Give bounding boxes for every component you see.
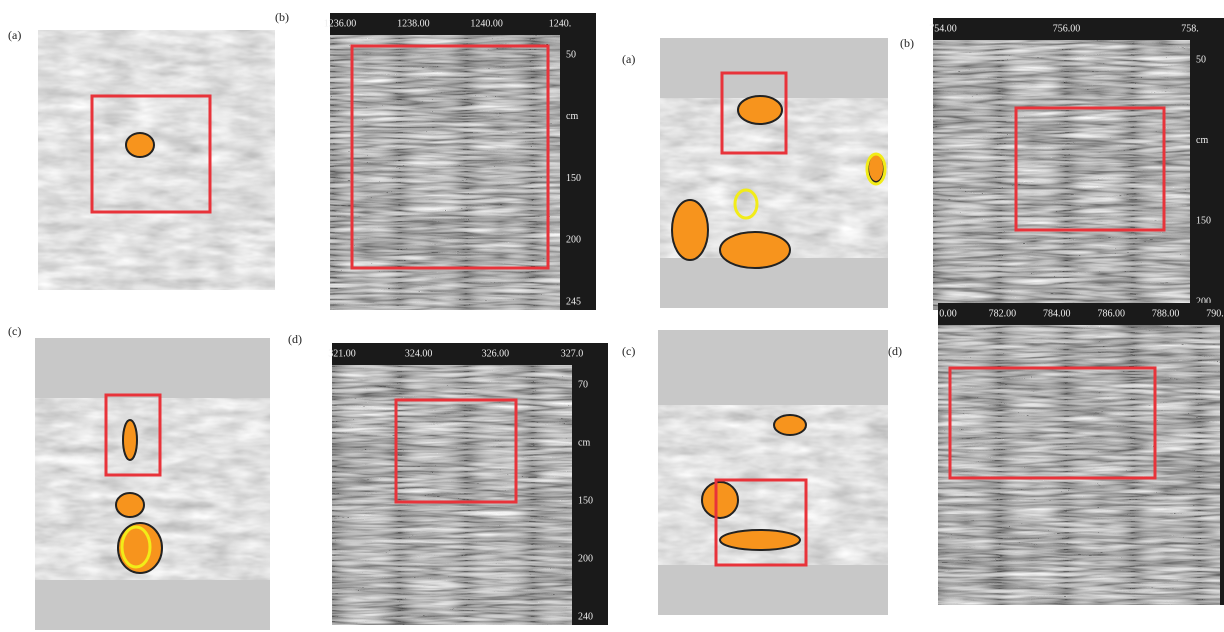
anomaly [126, 133, 154, 157]
side-tick-label: 50 [1196, 54, 1206, 65]
anomaly [720, 232, 790, 268]
panel: (c) [622, 330, 888, 615]
top-tick-label: 782.00 [989, 308, 1017, 319]
panel-label: (a) [8, 28, 21, 42]
top-tick-label: 756.00 [1053, 23, 1081, 34]
top-tick-label: 324.00 [405, 348, 433, 359]
top-tick-label: 1240. [549, 18, 572, 29]
side-tick-label: 200 [578, 553, 593, 564]
side-tick-label: 70 [578, 379, 588, 390]
side-tick-label: cm [566, 111, 578, 122]
radargram [933, 40, 1190, 310]
panel: (b) 1236.00 1238.00 1240.00 1240. 50 cm 150 200 2… [275, 10, 596, 310]
panel: (c) [8, 324, 270, 630]
top-tick-label: 327.0 [561, 348, 584, 359]
top-tick-label: 784.00 [1043, 308, 1071, 319]
side-tick-label: 150 [1196, 216, 1211, 227]
radargram [332, 365, 572, 625]
panel-label: (a) [622, 52, 635, 66]
anomaly [774, 415, 806, 435]
anomaly [702, 482, 738, 518]
anomaly [738, 96, 782, 124]
top-tick-label: 1236.00 [324, 18, 357, 29]
top-tick-label: 1238.00 [397, 18, 430, 29]
side-tick-label: 50 [566, 49, 576, 60]
anomaly [116, 493, 144, 517]
top-tick-label: 0.00 [939, 308, 957, 319]
panel: (d) 321.00 324.00 326.00 327.0 70 cm 150 200 240 [288, 332, 608, 625]
panel-label: (b) [900, 36, 914, 50]
side-tick-label: cm [1196, 135, 1208, 146]
top-tick-label: 758. [1181, 23, 1199, 34]
top-tick-label: 326.00 [482, 348, 510, 359]
panel: (a) [8, 28, 275, 290]
top-tick-label: 1240.00 [470, 18, 503, 29]
panel-label: (d) [288, 332, 302, 346]
figure: (a) (b) 1236.00 1238.00 1240.00 1240. 50 cm 150 2… [0, 0, 1224, 632]
panel-label: (d) [888, 344, 902, 358]
side-tick-label: cm [578, 437, 590, 448]
side-tick-label: 200 [566, 235, 581, 246]
top-tick-label: 754.00 [929, 23, 957, 34]
top-tick-label: 786.00 [1097, 308, 1125, 319]
anomaly [672, 200, 708, 260]
panel: (a) [622, 38, 888, 308]
panel-label: (b) [275, 10, 289, 24]
anomaly [720, 530, 800, 550]
side-tick-label: 150 [578, 495, 593, 506]
panel-label: (c) [622, 344, 635, 358]
side-tick-label: 245 [566, 296, 581, 307]
panel-label: (c) [8, 324, 21, 338]
side-tick-label: 150 [566, 173, 581, 184]
anomaly [123, 420, 137, 460]
top-tick-label: 321.00 [328, 348, 356, 359]
panel: (d)0.00782.00784.00786.00788.00790.00501… [888, 303, 1224, 605]
side-tick-label: 240 [578, 611, 593, 622]
scan-image [38, 30, 275, 290]
top-tick-label: 788.00 [1152, 308, 1180, 319]
top-tick-label: 790.00 [1206, 308, 1224, 319]
